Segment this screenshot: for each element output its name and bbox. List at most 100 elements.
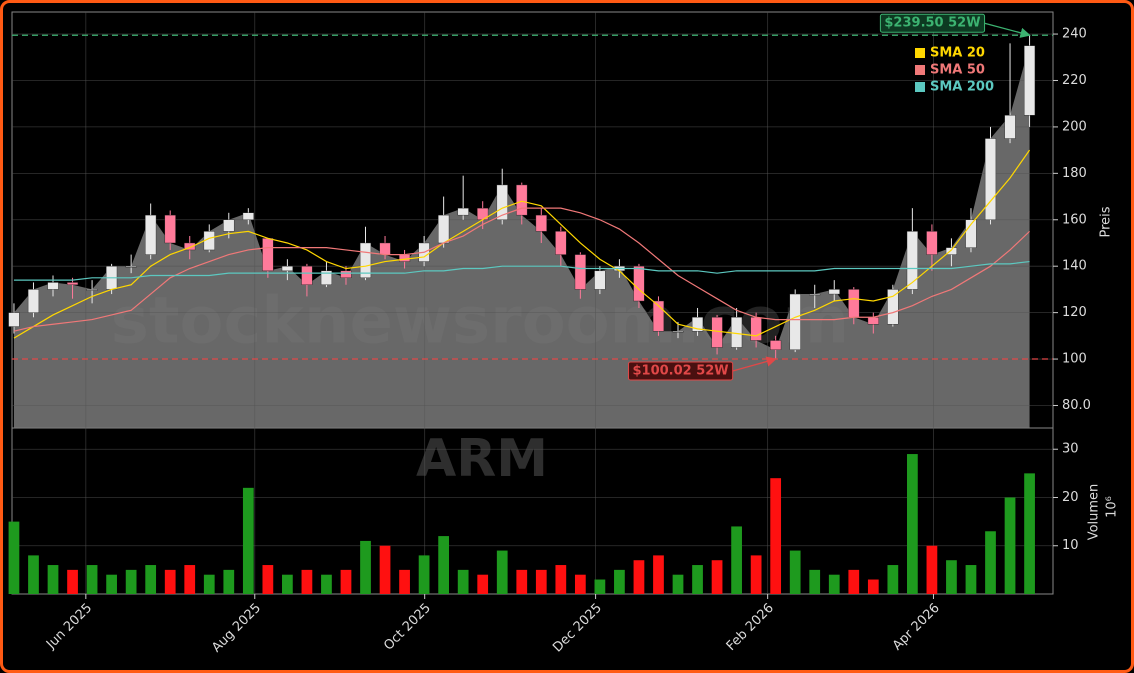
y-tick-label: 80.0 [1062, 398, 1091, 413]
volume-bar [262, 565, 274, 594]
candle-body [711, 317, 723, 348]
y-tick-label: 30 [1062, 442, 1079, 457]
y-tick-label: 200 [1062, 119, 1087, 134]
candle-body [184, 242, 196, 251]
volume-bar [633, 560, 645, 594]
y-tick-label: 20 [1062, 490, 1079, 505]
y-tick-label: 180 [1062, 166, 1087, 181]
volume-bar [887, 565, 899, 594]
volume-bar [399, 569, 410, 594]
volume-bar [301, 569, 313, 594]
candle-body [809, 293, 821, 296]
sma-line [13, 207, 1030, 332]
candle-body [789, 293, 801, 350]
candle-body [145, 214, 157, 255]
y-axis-label: Volumen [1087, 484, 1102, 541]
volume-bar [692, 565, 703, 594]
volume-bar [282, 574, 293, 594]
volume-bar [614, 569, 625, 594]
y-tick-label: 140 [1062, 259, 1087, 274]
volume-bar [770, 478, 782, 594]
candle-body [27, 289, 40, 313]
legend-swatch [915, 65, 925, 75]
annotation: $100.02 52W [627, 356, 777, 381]
volume-bar [789, 550, 801, 594]
legend-label: SMA 50 [930, 63, 985, 78]
volume-bar [67, 569, 78, 594]
candle-body [672, 330, 684, 333]
volume-bar [672, 574, 684, 594]
volume-bar [535, 569, 547, 594]
candle-body [223, 219, 235, 232]
volume-bar [145, 565, 157, 594]
y-tick-label: 100 [1062, 352, 1087, 367]
watermark: ARM [416, 429, 548, 489]
candle-body [399, 254, 411, 262]
volume-bar [1004, 497, 1016, 594]
candle-body [262, 238, 274, 272]
volume-bar [340, 569, 352, 594]
annotation-label: $239.50 52W [884, 16, 980, 31]
candle-body [8, 312, 20, 327]
volume-bar [86, 565, 98, 594]
annotation: $239.50 52W [879, 13, 1031, 38]
volume-bar [555, 565, 567, 594]
annotation-label: $100.02 52W [632, 364, 728, 379]
candle-body [1004, 115, 1016, 139]
candle-body [926, 231, 938, 255]
candle-body [281, 265, 293, 272]
volume-bar [477, 574, 489, 594]
volume-bar [438, 536, 450, 594]
candle-body [906, 231, 918, 290]
candle-body [379, 242, 391, 255]
volume-bar [457, 569, 469, 594]
candle-body [496, 184, 508, 220]
candle-body [164, 214, 176, 244]
candle-body [691, 317, 704, 332]
candle-body [457, 207, 469, 216]
volume-bar [164, 569, 176, 594]
volume-bar [653, 555, 664, 594]
candle-body [652, 300, 665, 332]
legend-label: SMA 20 [930, 46, 985, 61]
volume-bar [418, 555, 430, 594]
candle-body [535, 214, 547, 232]
volume-bar [711, 560, 723, 594]
price-area [13, 45, 1030, 429]
candle-body [516, 184, 528, 216]
candle-body [945, 247, 958, 255]
y-axis-unit: 10⁶ [1105, 496, 1120, 518]
legend-swatch [915, 48, 925, 58]
candle-body [320, 270, 333, 285]
volume-bar [47, 565, 59, 594]
candle-body [86, 289, 98, 291]
volume-bar [926, 545, 938, 594]
volume-bar [496, 550, 508, 594]
candle-body [125, 265, 137, 268]
volume-bar [985, 531, 996, 594]
candle-body [340, 270, 352, 279]
y-tick-label: 240 [1062, 27, 1087, 42]
candle-body [594, 270, 606, 290]
volume-bar [946, 560, 957, 594]
candle-body [359, 242, 372, 279]
y-tick-label: 160 [1062, 212, 1087, 227]
sma-line [13, 260, 1030, 281]
volume-bar [223, 569, 235, 594]
y-tick-label: 10 [1062, 538, 1079, 553]
volume-bar [106, 574, 117, 594]
y-tick-label: 220 [1062, 73, 1087, 88]
candle-body [242, 212, 254, 220]
volume-bar [379, 545, 391, 594]
volume-bar [731, 526, 742, 594]
candle-body [66, 282, 79, 285]
candle-body [1023, 45, 1036, 116]
candle-body [301, 265, 313, 285]
candle-body [731, 317, 743, 348]
annotation-arrow [732, 356, 777, 372]
sma-line [13, 149, 1031, 339]
volume-bar [203, 574, 215, 594]
y-tick-label: 120 [1062, 305, 1087, 320]
